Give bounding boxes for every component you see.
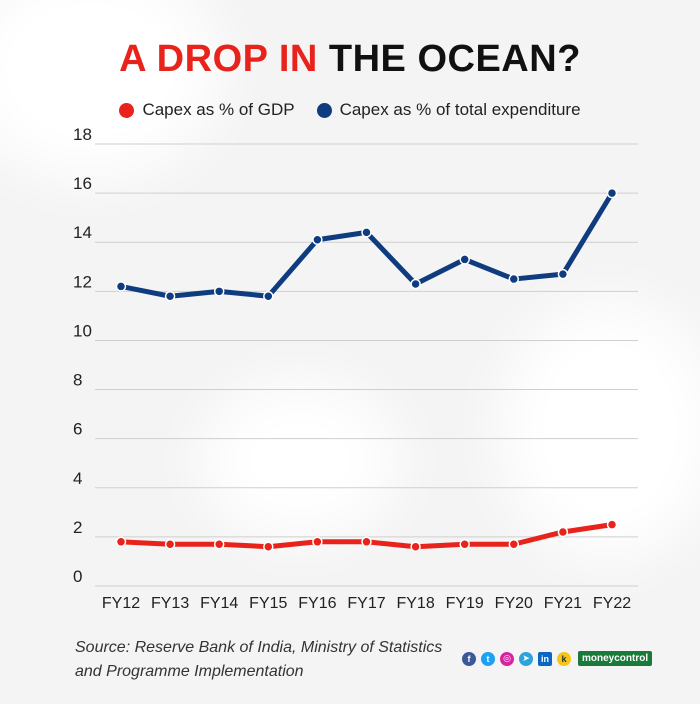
- data-point-expenditure: [164, 290, 176, 302]
- data-point-gdp: [115, 536, 127, 548]
- legend: Capex as % of GDP Capex as % of total ex…: [0, 100, 700, 120]
- brand-logo: moneycontrol: [578, 651, 653, 666]
- chart-title: A DROP IN THE OCEAN?: [0, 38, 700, 81]
- data-point-gdp: [557, 526, 569, 538]
- y-tick-label: 2: [73, 518, 82, 537]
- y-tick-label: 8: [73, 371, 82, 390]
- data-point-expenditure: [410, 278, 421, 290]
- x-tick-label: FY14: [200, 595, 238, 612]
- data-point-gdp: [213, 539, 225, 550]
- source-note: Source: Reserve Bank of India, Ministry …: [75, 636, 475, 684]
- y-tick-label: 18: [73, 125, 92, 144]
- y-axis-ticks: 0 2 4 6 8 10 12 14 16 18: [73, 125, 92, 586]
- footer: f t ◎ ➤ in k moneycontrol: [462, 651, 653, 666]
- x-tick-label: FY17: [347, 595, 385, 612]
- series-line-expenditure: [118, 190, 615, 299]
- data-point-expenditure: [312, 234, 323, 246]
- data-point-expenditure: [606, 187, 618, 199]
- legend-label-expenditure: Capex as % of total expenditure: [339, 100, 581, 119]
- series-points: [115, 187, 618, 552]
- data-point-expenditure: [263, 290, 274, 302]
- telegram-icon[interactable]: ➤: [519, 651, 533, 666]
- y-tick-label: 16: [73, 174, 92, 193]
- gridlines: [95, 143, 638, 587]
- x-tick-label: FY20: [495, 595, 533, 612]
- data-point-expenditure: [508, 273, 520, 285]
- title-highlight: A DROP IN: [119, 38, 318, 80]
- data-point-expenditure: [361, 227, 372, 238]
- y-tick-label: 10: [73, 321, 92, 340]
- data-point-gdp: [361, 536, 372, 548]
- instagram-icon[interactable]: ◎: [500, 651, 514, 666]
- data-point-gdp: [508, 539, 520, 550]
- y-tick-label: 6: [73, 420, 82, 439]
- twitter-icon[interactable]: t: [481, 651, 495, 666]
- x-tick-label: FY18: [396, 595, 434, 612]
- y-tick-label: 14: [73, 223, 92, 242]
- y-tick-label: 12: [73, 272, 92, 291]
- x-tick-label: FY19: [446, 595, 484, 612]
- x-axis-ticks: FY12 FY13 FY14 FY15 FY16 FY17 FY18 FY19 FY20 FY21…: [102, 595, 631, 612]
- data-point-gdp: [263, 541, 274, 552]
- x-tick-label: FY16: [298, 595, 336, 612]
- data-point-gdp: [312, 536, 323, 548]
- legend-marker-gdp: [119, 102, 135, 118]
- data-point-expenditure: [115, 281, 127, 292]
- data-point-gdp: [410, 541, 421, 552]
- data-point-gdp: [459, 539, 470, 550]
- data-point-expenditure: [213, 286, 225, 297]
- koo-icon[interactable]: k: [557, 651, 571, 666]
- series-lines: [118, 190, 615, 550]
- legend-marker-expenditure: [316, 102, 332, 118]
- x-tick-label: FY22: [593, 595, 631, 612]
- x-tick-label: FY13: [151, 595, 189, 612]
- data-point-gdp: [606, 519, 618, 530]
- source-line-2: and Programme Implementation: [75, 663, 304, 680]
- facebook-icon[interactable]: f: [462, 651, 476, 666]
- x-tick-label: FY21: [544, 595, 582, 612]
- data-point-expenditure: [459, 254, 470, 265]
- data-point-gdp: [164, 539, 176, 550]
- y-tick-label: 0: [73, 567, 82, 586]
- linkedin-icon[interactable]: in: [538, 651, 552, 666]
- source-line-1: Source: Reserve Bank of India, Ministry …: [75, 639, 443, 656]
- title-rest: THE OCEAN?: [328, 38, 581, 80]
- data-point-expenditure: [557, 268, 569, 280]
- x-tick-label: FY12: [102, 595, 140, 612]
- legend-label-gdp: Capex as % of GDP: [142, 100, 295, 119]
- x-tick-label: FY15: [249, 595, 287, 612]
- y-tick-label: 4: [73, 469, 82, 488]
- legend-item-gdp: Capex as % of GDP: [119, 100, 295, 120]
- legend-item-expenditure: Capex as % of total expenditure: [316, 100, 581, 120]
